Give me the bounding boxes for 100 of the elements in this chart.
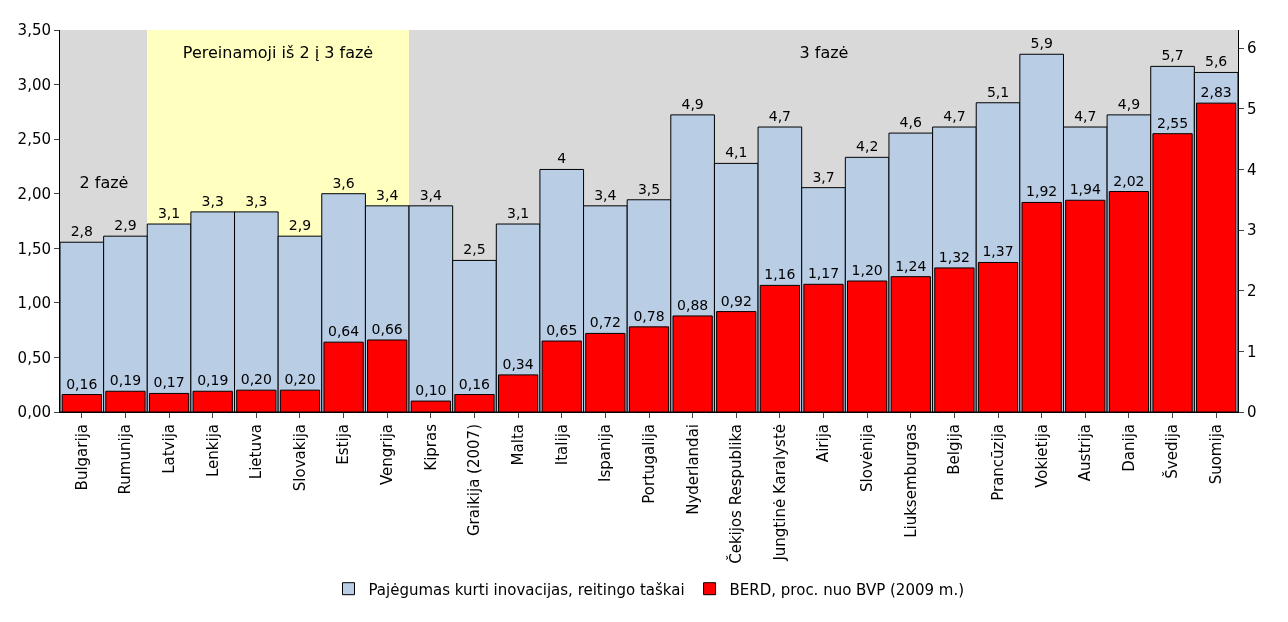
legend-label: BERD, proc. nuo BVP (2009 m.) <box>729 580 965 599</box>
data-label: 3,4 <box>419 186 443 203</box>
data-label: 3,3 <box>201 192 224 209</box>
data-label: 4,6 <box>899 114 922 131</box>
y-tick-label: 3,50 <box>17 21 51 40</box>
x-tick-label: Portugalija <box>639 424 658 504</box>
data-label: 4,9 <box>681 95 704 112</box>
data-label: 0,66 <box>371 320 403 337</box>
data-label: 1,32 <box>938 248 970 265</box>
x-tick-label: Slovėnija <box>858 424 877 493</box>
x-tick-label: Švedija <box>1162 424 1182 479</box>
data-label: 2,55 <box>1156 114 1189 131</box>
band-label: 2 fazė <box>79 173 129 192</box>
data-label: 2,02 <box>1113 172 1145 189</box>
y2-tick-label: 2 <box>1247 281 1257 300</box>
data-label: 4 <box>557 150 567 167</box>
x-tick-label: Austrija <box>1076 424 1095 482</box>
data-label: 3,5 <box>637 180 661 197</box>
data-label: 1,17 <box>807 265 840 282</box>
legend-label: Pajėgumas kurti inovacijas, reitingo taškai <box>368 580 685 599</box>
y-tick-label: 2,50 <box>17 130 51 149</box>
data-label: 0,16 <box>66 375 98 392</box>
data-label: 5,1 <box>986 83 1010 100</box>
data-label: 0,16 <box>458 375 491 392</box>
data-label: 0,88 <box>677 296 709 313</box>
x-tick-label: Liuksemburgas <box>901 423 920 538</box>
x-tick-label: Rumunija <box>116 424 135 495</box>
data-label: 1,20 <box>851 262 883 279</box>
x-tick-label: Malta <box>508 424 527 466</box>
x-tick-label: Lietuva <box>247 424 266 480</box>
x-tick-label: Graikija (2007) <box>465 424 484 537</box>
y-tick-label: 1,00 <box>17 294 51 313</box>
x-tick-label: Nyderlandai <box>683 424 702 515</box>
data-label: 0,19 <box>197 372 229 389</box>
y2-tick-label: 1 <box>1247 342 1257 361</box>
data-label: 3,1 <box>157 205 181 222</box>
x-tick-label: Estija <box>334 424 353 465</box>
data-label: 3,7 <box>812 168 835 185</box>
x-tick-label: Bulgarija <box>72 424 91 491</box>
data-label: 2,9 <box>114 217 137 234</box>
data-label: 4,9 <box>1117 95 1141 112</box>
data-label: 3,3 <box>245 192 268 209</box>
data-label: 3,4 <box>376 186 399 203</box>
data-label: 0,92 <box>720 292 752 309</box>
y-tick-label: 1,50 <box>17 239 51 258</box>
data-label: 3,6 <box>332 174 355 191</box>
x-tick-label: Lenkija <box>203 424 222 478</box>
data-label: 1,24 <box>895 257 927 274</box>
y-tick-label: 0,50 <box>17 348 51 367</box>
data-label: 0,17 <box>153 374 185 391</box>
data-label: 0,64 <box>327 323 360 340</box>
data-label: 0,19 <box>109 372 142 389</box>
data-label: 4,1 <box>725 144 748 161</box>
data-label: 0,10 <box>415 382 447 399</box>
data-label: 1,92 <box>1026 183 1058 200</box>
data-label: 5,9 <box>1030 35 1053 52</box>
x-tick-label: Latvija <box>159 424 178 474</box>
data-label: 1,94 <box>1069 181 1101 198</box>
data-label: 3,1 <box>506 205 530 222</box>
band-label: 3 fazė <box>799 43 849 62</box>
x-tick-label: Airija <box>814 424 833 463</box>
x-tick-label: Danija <box>1119 424 1138 472</box>
data-label: 0,20 <box>240 371 272 388</box>
y2-tick-label: 0 <box>1247 403 1257 422</box>
x-tick-label: Italija <box>552 424 571 466</box>
y-tick-label: 0,00 <box>17 403 51 422</box>
data-label: 0,78 <box>633 307 665 324</box>
data-label: 4,7 <box>943 108 966 125</box>
data-label: 1,16 <box>764 266 796 283</box>
x-tick-label: Vokietija <box>1032 424 1051 488</box>
x-tick-label: Jungtinė Karalystė <box>770 424 789 562</box>
data-label: 5,7 <box>1161 47 1184 64</box>
data-label: 0,72 <box>589 314 621 331</box>
y-tick-label: 2,00 <box>17 184 51 203</box>
x-tick-label: Prancūzija <box>988 424 1007 501</box>
y2-tick-label: 3 <box>1247 221 1257 240</box>
x-tick-label: Kipras <box>421 423 440 471</box>
data-label: 0,34 <box>502 355 534 372</box>
data-label: 3,4 <box>594 186 617 203</box>
data-label: 0,65 <box>546 322 578 339</box>
data-label: 4,7 <box>1074 108 1097 125</box>
data-label: 0,20 <box>284 371 316 388</box>
data-label: 2,9 <box>288 217 312 234</box>
y-tick-label: 3,00 <box>17 75 51 94</box>
data-label: 4,2 <box>856 138 879 155</box>
data-label: 2,83 <box>1200 84 1232 101</box>
x-tick-label: Ispanija <box>596 424 615 482</box>
y2-tick-label: 5 <box>1247 100 1257 119</box>
x-tick-label: Suomija <box>1207 424 1226 485</box>
data-label: 2,5 <box>463 241 486 258</box>
x-tick-label: Slovakija <box>290 424 309 492</box>
x-tick-label: Vengrija <box>378 424 397 486</box>
x-tick-label: Belgija <box>945 424 964 475</box>
band-label: Pereinamoji iš 2 į 3 fazė <box>182 43 374 62</box>
x-tick-label: Čekijos Respublika <box>726 424 746 564</box>
data-label: 5,6 <box>1205 53 1228 70</box>
y2-tick-label: 6 <box>1247 39 1257 58</box>
data-label: 4,7 <box>768 108 792 125</box>
data-label: 2,8 <box>70 223 93 240</box>
data-label: 1,37 <box>982 243 1014 260</box>
